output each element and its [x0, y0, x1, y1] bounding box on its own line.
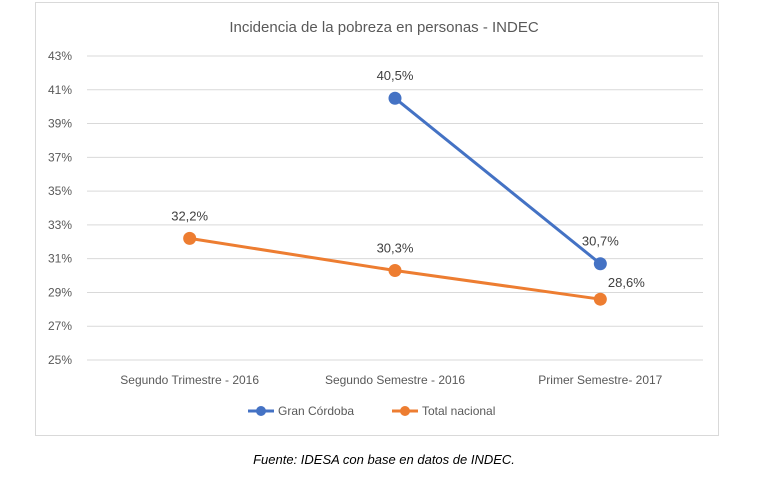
chart-title: Incidencia de la pobreza en personas - I… [229, 19, 539, 36]
data-point [183, 231, 197, 245]
y-tick-label: 41% [48, 83, 72, 97]
data-point [593, 292, 607, 306]
data-label: 28,6% [608, 275, 645, 290]
data-point [388, 263, 402, 277]
data-label: 40,5% [377, 68, 414, 83]
y-tick-label: 25% [48, 353, 72, 367]
legend-marker [400, 406, 410, 416]
data-point [593, 257, 607, 271]
x-tick-label: Segundo Semestre - 2016 [325, 373, 465, 387]
y-tick-label: 43% [48, 49, 72, 63]
legend-marker [256, 406, 266, 416]
data-point [388, 91, 402, 105]
y-tick-label: 39% [48, 117, 72, 131]
y-tick-label: 37% [48, 150, 72, 164]
legend-label: Total nacional [422, 404, 495, 418]
chart-frame [35, 2, 719, 436]
y-tick-label: 27% [48, 319, 72, 333]
data-label: 32,2% [171, 208, 208, 223]
source-note: Fuente: IDESA con base en datos de INDEC… [253, 452, 515, 467]
y-tick-label: 33% [48, 218, 72, 232]
x-tick-label: Segundo Trimestre - 2016 [120, 373, 259, 387]
data-label: 30,7% [582, 234, 619, 249]
series-line [394, 97, 602, 265]
y-tick-label: 29% [48, 285, 72, 299]
x-tick-label: Primer Semestre- 2017 [538, 373, 662, 387]
legend-label: Gran Córdoba [278, 404, 354, 418]
y-tick-label: 31% [48, 252, 72, 266]
y-tick-label: 35% [48, 184, 72, 198]
data-label: 30,3% [377, 240, 414, 255]
